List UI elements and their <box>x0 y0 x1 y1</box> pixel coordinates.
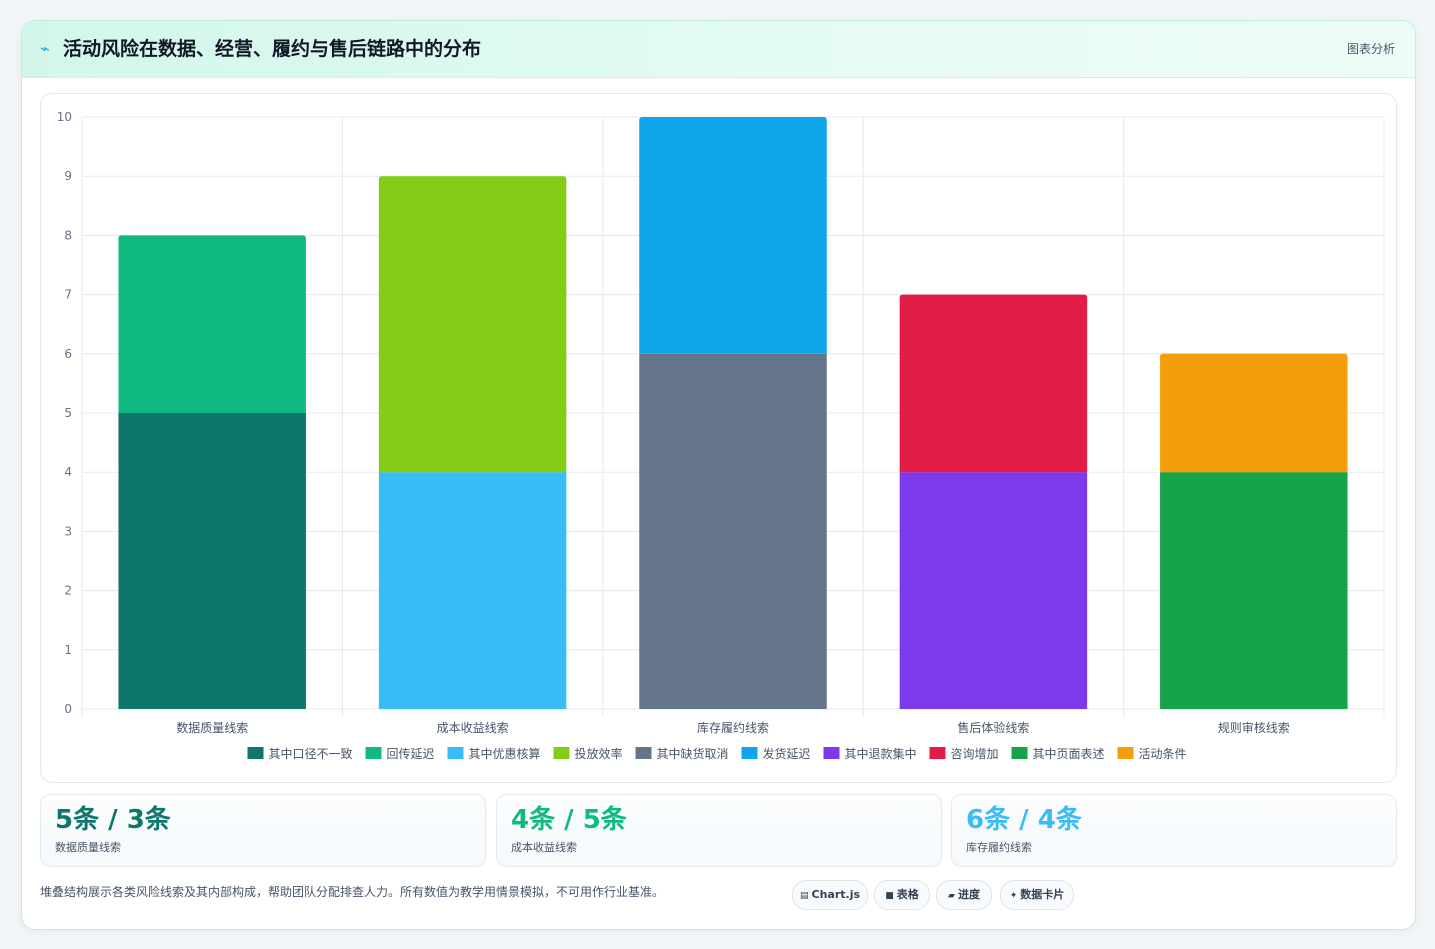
sparkle-icon: ✦ <box>1009 891 1018 901</box>
bar-segment <box>899 294 1088 473</box>
legend-label: 其中优惠核算 <box>469 746 541 761</box>
x-tick-label: 规则审核线索 <box>1218 720 1290 735</box>
stat-card-data-quality: 5条 / 3条 数据质量线索 <box>40 794 486 867</box>
legend-swatch <box>741 747 758 759</box>
stat-label: 成本收益线索 <box>511 841 577 854</box>
stat-value: 6条 / 4条 <box>966 805 1082 835</box>
bar-segment <box>1160 353 1348 473</box>
y-tick-label: 5 <box>64 406 72 420</box>
table-icon: ■ <box>885 891 894 901</box>
chart-panel: 0 1 2 3 4 5 6 7 8 9 10 数据质量线索 成本收益线索 库存履约线索 售后体验线索 规则审核… <box>40 93 1397 783</box>
bar-segment <box>1160 472 1348 709</box>
pill-label: 进度 <box>957 888 980 901</box>
bar-segment <box>118 413 306 709</box>
legend-swatch <box>1011 747 1028 759</box>
footnote: 堆叠结构展示各类风险线索及其内部构成，帮助团队分配排查人力。所有数值为教学用情景… <box>40 885 665 899</box>
stat-card-inventory: 6条 / 4条 库存履约线索 <box>951 794 1397 867</box>
bar-segment <box>118 235 306 413</box>
legend-swatch <box>1117 747 1134 759</box>
pill-label: 表格 <box>896 888 919 901</box>
legend-label: 咨询增加 <box>951 746 999 761</box>
pill-data-card[interactable]: ✦ 数据卡片 <box>1000 880 1074 910</box>
legend-swatch <box>447 747 464 759</box>
x-tick-label: 成本收益线索 <box>437 721 509 735</box>
bar-segment <box>639 117 827 354</box>
y-tick-label: 6 <box>64 347 72 361</box>
y-tick-label: 9 <box>64 169 72 183</box>
legend-swatch <box>365 747 382 759</box>
pill-table[interactable]: ■ 表格 <box>874 880 930 910</box>
y-tick-label: 7 <box>64 288 72 302</box>
y-tick-label: 10 <box>57 110 72 124</box>
legend-label: 其中页面表述 <box>1033 746 1105 761</box>
legend-swatch <box>247 747 264 759</box>
stat-value: 4条 / 5条 <box>511 805 627 835</box>
y-tick-label: 1 <box>64 643 72 657</box>
stat-label: 数据质量线索 <box>55 841 121 854</box>
stat-label: 库存履约线索 <box>966 841 1032 854</box>
stat-value: 5条 / 3条 <box>55 805 171 835</box>
legend-swatch <box>929 747 946 759</box>
header-tag: 图表分析 <box>1346 42 1395 56</box>
x-tick-label: 售后体验线索 <box>957 720 1029 735</box>
pill-label: Chart.js <box>811 888 861 901</box>
legend-label: 其中口径不一致 <box>269 746 353 761</box>
legend-swatch <box>635 747 652 759</box>
legend-label: 发货延迟 <box>763 746 811 761</box>
bar-segment <box>639 353 827 709</box>
y-tick-label: 0 <box>64 702 72 716</box>
progress-icon: ▰ <box>948 891 955 901</box>
bar-segment <box>899 472 1088 709</box>
x-tick-label: 数据质量线索 <box>176 720 248 735</box>
legend-label: 其中缺货取消 <box>657 746 729 761</box>
bar-segment <box>378 176 567 473</box>
chart-card: ⌁ 活动风险在数据、经营、履约与售后链路中的分布 图表分析 0 1 2 3 4 5 6 7 8 9… <box>21 20 1416 930</box>
chart-icon: ▤ <box>799 891 809 901</box>
trend-line-icon: ⌁ <box>40 39 50 58</box>
legend-label: 回传延迟 <box>387 746 435 761</box>
stat-card-cost-benefit: 4条 / 5条 成本收益线索 <box>496 794 942 867</box>
legend-swatch <box>823 747 840 759</box>
y-tick-label: 2 <box>64 584 72 598</box>
y-tick-label: 3 <box>64 524 72 538</box>
stacked-bar-chart: 0 1 2 3 4 5 6 7 8 9 10 数据质量线索 成本收益线索 库存履约线索 售后体验线索 规则审核… <box>57 110 1385 761</box>
bar-segment <box>378 472 567 709</box>
pill-label: 数据卡片 <box>1020 888 1065 901</box>
legend-label: 其中退款集中 <box>845 746 917 761</box>
x-tick-label: 库存履约线索 <box>697 720 769 735</box>
legend-label: 活动条件 <box>1139 747 1187 761</box>
y-tick-label: 8 <box>64 228 72 242</box>
legend-swatch <box>553 747 570 759</box>
legend-label: 投放效率 <box>575 746 623 761</box>
page-title: 活动风险在数据、经营、履约与售后链路中的分布 <box>63 38 482 60</box>
y-tick-label: 4 <box>64 465 72 479</box>
pill-chartjs[interactable]: ▤ Chart.js <box>792 880 868 910</box>
card-header: ⌁ 活动风险在数据、经营、履约与售后链路中的分布 图表分析 <box>22 21 1415 78</box>
pill-progress[interactable]: ▰ 进度 <box>936 880 992 910</box>
